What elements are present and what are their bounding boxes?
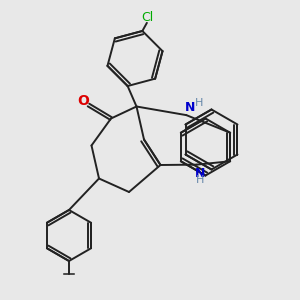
- Text: O: O: [77, 94, 89, 108]
- Text: N: N: [185, 100, 195, 113]
- Text: H: H: [195, 98, 203, 107]
- Text: H: H: [196, 175, 205, 184]
- Text: N: N: [195, 167, 206, 179]
- Text: Cl: Cl: [141, 11, 153, 24]
